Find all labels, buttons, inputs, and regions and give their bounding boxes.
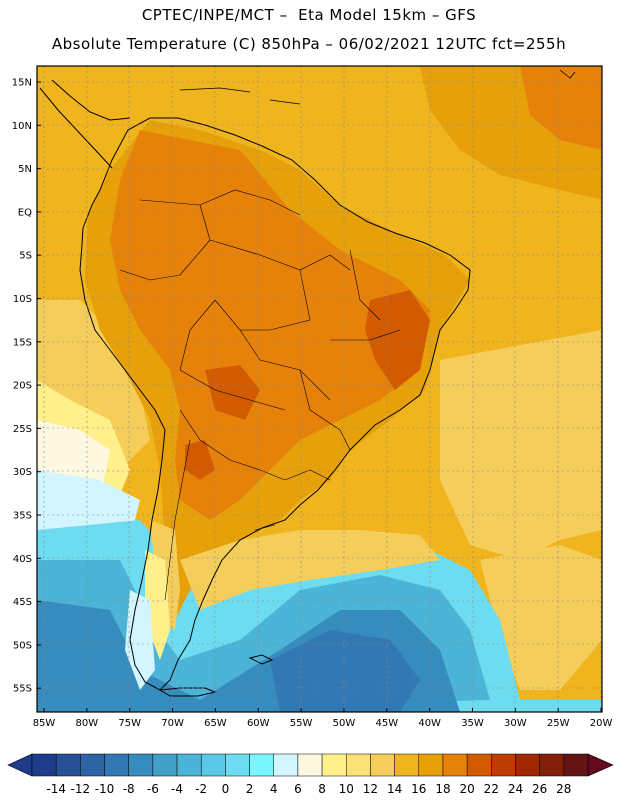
central-america-coastline [39,79,131,169]
chart-title-line-1: CPTEC/INPE/MCT – Eta Model 15km – GFS [141,6,477,24]
field-continent-very-hot-2 [205,365,260,420]
graticule [37,66,602,712]
south-america-coastline [79,117,471,691]
colorbar-cell [249,753,274,777]
lat-tick-label: 55S [13,684,32,695]
colorbar-label: 10 [339,782,354,796]
colorbar-cell [31,753,57,777]
colorbar-label: 16 [411,782,426,796]
map-frame [36,65,603,713]
colorbar-high-arrow [587,753,614,777]
lat-tick-label: 35S [13,511,32,522]
lon-tick-label: 70W [161,718,184,729]
colorbar-cell [104,753,129,777]
colorbar-label: 24 [508,782,523,796]
longitude-axis: 85W 80W 75W 70W 65W 60W 55W 50W 45W 40W 35W 30W 25W 2… [33,708,613,729]
temperature-field [37,66,602,712]
colorbar-label: 28 [556,782,571,796]
field-continent-very-hot-1 [365,290,430,390]
colorbar-label: -8 [123,782,135,796]
colorbar-cell [152,753,178,777]
colorbar-cell [297,753,323,777]
colorbar-cell [80,753,105,777]
colorbar-label: -10 [95,782,115,796]
field-atlantic-hotter-patch [520,66,602,150]
lat-tick-label: 10S [13,294,32,305]
colorbar-cell [200,753,226,777]
lon-tick-label: 35W [461,718,484,729]
colorbar-cell [128,753,154,777]
lon-tick-label: 65W [204,718,227,729]
colorbar-cell [442,753,468,777]
lon-tick-label: 25W [547,718,570,729]
lon-tick-label: 75W [118,718,141,729]
lat-tick-label: 50S [13,640,32,651]
colorbar-label: 8 [318,782,326,796]
lon-tick-label: 50W [333,718,356,729]
lat-tick-label: 25S [13,424,32,435]
field-argentine-sea-mild [180,530,440,610]
chart-title-line-2: Absolute Temperature (C) 850hPa – 06/02/… [51,35,567,53]
lon-tick-label: 80W [76,718,99,729]
colorbar-label: -14 [46,782,66,796]
colorbar-label: 18 [435,782,450,796]
colorbar-cell [225,753,250,777]
field-patagonia-ice [125,590,155,690]
field-continent-hot [110,130,430,520]
colorbar-label: 2 [246,782,254,796]
lat-tick-label: 40S [13,554,32,565]
colorbar-label: 14 [387,782,402,796]
colorbar-cell [515,753,540,777]
lat-tick-label: 5S [19,251,32,262]
field-southern-deep-blue [270,630,420,712]
colorbar-label: -12 [71,782,91,796]
lon-tick-label: 85W [33,718,56,729]
country-borders [119,189,401,601]
colorbar-label: 0 [222,782,230,796]
caribbean-islands [179,69,576,105]
colorbar-cell [394,753,420,777]
lat-tick-label: 5N [18,164,32,175]
colorbar-cell [491,753,516,777]
colorbar-label: -2 [195,782,207,796]
colorbar-cell [176,753,202,777]
lon-tick-label: 30W [504,718,527,729]
lon-tick-label: 45W [375,718,398,729]
colorbar-label: 4 [270,782,278,796]
colorbar: -14 -12 -10 -8 -6 -4 -2 0 2 4 6 8 10 12 14 16 18 20 22 24 26… [7,753,614,796]
lat-tick-label: 20S [13,381,32,392]
field-mild-tongue-east [440,330,602,560]
colorbar-cell [370,753,395,777]
colorbar-label: -4 [171,782,183,796]
lat-tick-label: 30S [13,467,32,478]
colorbar-cell [539,753,565,777]
lat-tick-label: EQ [18,207,32,218]
colorbar-label: 26 [532,782,547,796]
lat-tick-label: 15S [13,337,32,348]
lon-tick-label: 60W [247,718,270,729]
lat-tick-label: 15N [12,78,32,89]
colorbar-cell [273,753,299,777]
latitude-axis: 15N 10N 5N EQ 5S 10S 15S 20S 25S 30S 35S 40S 45S 50S 5… [12,78,41,695]
colorbar-cell [55,753,81,777]
colorbar-label: -6 [147,782,159,796]
colorbar-label: 22 [484,782,499,796]
colorbar-low-arrow [7,753,33,777]
field-mild-tongue-south [480,545,602,690]
field-continent-very-hot-3 [185,440,215,480]
colorbar-label: 6 [294,782,302,796]
colorbar-cell [563,753,589,777]
colorbar-cell [321,753,347,777]
colorbar-cell [466,753,492,777]
lat-tick-label: 10N [12,121,32,132]
colorbar-label: 12 [363,782,378,796]
colorbar-cell [418,753,444,777]
colorbar-label: 20 [459,782,474,796]
colorbar-cell [346,753,371,777]
lon-tick-label: 40W [418,718,441,729]
lon-tick-label: 20W [590,718,613,729]
lon-tick-label: 55W [290,718,313,729]
lat-tick-label: 45S [13,597,32,608]
